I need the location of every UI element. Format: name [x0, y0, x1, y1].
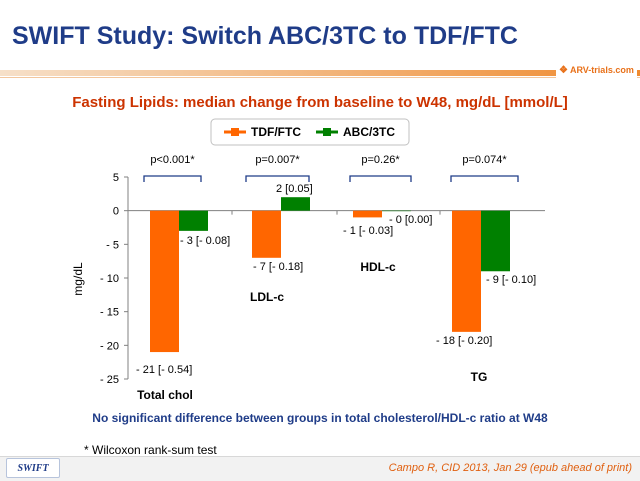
data-label: - 0 [0.00] — [389, 214, 432, 226]
p-value-bracket-1 — [143, 175, 202, 182]
p-value-bracket-3 — [349, 175, 412, 182]
y-tick-label: - 5 — [106, 239, 119, 251]
y-tick-label: - 20 — [100, 340, 119, 352]
header-divider — [0, 70, 640, 76]
y-axis-label: mg/dL — [71, 262, 85, 296]
legend-label-2: ABC/3TC — [343, 125, 395, 139]
category-label-4: TG — [471, 370, 488, 384]
data-label: - 3 [- 0.08] — [180, 235, 230, 247]
lipid-change-chart: TDF/FTC ABC/3TC 5 0 - 5 - 10 - 15 - 20 - 25 mg/dL… — [71, 118, 545, 402]
citation: Campo R, CID 2013, Jan 29 (epub ahead of… — [388, 462, 632, 474]
site-logo: ❖ ARV-trials.com — [556, 62, 637, 78]
p-value-bracket-4 — [450, 175, 519, 182]
legend-marker-1 — [231, 128, 239, 136]
data-label: - 1 [- 0.03] — [343, 225, 393, 237]
bar-abc-3tc-3 — [382, 210, 411, 212]
bar-abc-3tc-1 — [179, 210, 208, 231]
footnote: * Wilcoxon rank-sum test — [84, 443, 217, 457]
bar-tdf-ftc-4 — [452, 210, 481, 332]
data-label: - 7 [- 0.18] — [253, 261, 303, 273]
category-label-2: LDL-c — [250, 290, 284, 304]
logo-mark-icon: ❖ — [559, 64, 568, 76]
legend-label-1: TDF/FTC — [251, 125, 301, 139]
bar-abc-3tc-4 — [481, 210, 510, 272]
bar-abc-3tc-2 — [281, 197, 310, 211]
chart-note: No significant difference between groups… — [92, 411, 548, 425]
category-label-3: HDL-c — [360, 260, 396, 274]
header-divider-thin — [0, 77, 640, 78]
legend-box — [210, 118, 410, 146]
data-label: - 18 [- 0.20] — [436, 335, 492, 347]
logo-text: ARV-trials.com — [569, 65, 634, 75]
chart-subtitle: Fasting Lipids: median change from basel… — [72, 94, 568, 111]
y-tick-label: 0 — [113, 206, 119, 218]
slide-title: SWIFT Study: Switch ABC/3TC to TDF/FTC — [12, 22, 518, 50]
category-label-1: Total chol — [137, 388, 193, 402]
y-tick-label: - 15 — [100, 307, 119, 319]
data-label: - 9 [- 0.10] — [486, 274, 536, 286]
y-tick-label: - 10 — [100, 273, 119, 285]
bar-tdf-ftc-3 — [353, 210, 382, 218]
data-label: 2 [0.05] — [276, 183, 313, 195]
p-value-bracket-2 — [245, 175, 310, 182]
y-tick-label: 5 — [113, 172, 119, 184]
data-label: - 21 [- 0.54] — [136, 364, 192, 376]
legend-marker-2 — [323, 128, 331, 136]
footer-study-tag: SWIFT — [6, 458, 60, 478]
p-value-label-4: p=0.074* — [462, 154, 507, 166]
p-value-label-1: p<0.001* — [150, 154, 195, 166]
p-value-label-2: p=0.007* — [255, 154, 300, 166]
footer-bar — [0, 456, 640, 481]
bar-tdf-ftc-2 — [252, 210, 281, 258]
p-value-label-3: p=0.26* — [361, 154, 400, 166]
y-tick-label: - 25 — [100, 374, 119, 386]
bar-tdf-ftc-1 — [150, 210, 179, 353]
